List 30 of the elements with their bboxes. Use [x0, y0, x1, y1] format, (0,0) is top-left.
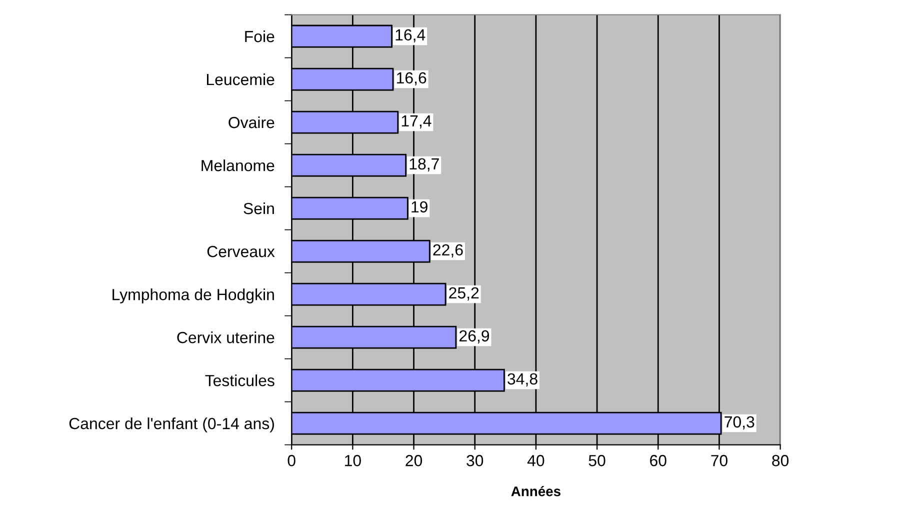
data-label: 17,4: [402, 115, 432, 128]
data-label: 22,6: [433, 244, 463, 258]
data-label: 18,7: [410, 158, 439, 172]
data-label: 25,2: [449, 287, 479, 300]
data-label: 16,6: [397, 72, 426, 86]
x-tick-label: 70: [711, 454, 728, 466]
x-tick-label: 40: [527, 454, 544, 466]
x-axis-title: Années: [511, 486, 560, 496]
data-label: 16,4: [396, 29, 426, 42]
y-tick-label: Melanome: [202, 159, 274, 172]
x-tick-label: 20: [406, 454, 422, 466]
data-label: 26,9: [460, 330, 490, 344]
y-tick-label: Lymphoma de Hodgkin: [112, 288, 274, 304]
y-tick-label: Leucemie: [206, 73, 274, 86]
x-tick-label: 10: [345, 454, 361, 466]
x-tick-label: 0: [288, 454, 296, 466]
y-tick-label: Testicules: [205, 374, 274, 386]
y-tick-label: Cerveaux: [207, 246, 275, 258]
y-tick-label: Sein: [244, 202, 274, 214]
y-tick-label: Cervix uterine: [177, 331, 274, 344]
data-label: 19: [412, 201, 428, 213]
y-tick-label: Ovaire: [228, 116, 274, 128]
y-tick-label: Cancer de l'enfant (0-14 ans): [69, 418, 274, 432]
x-tick-label: 50: [588, 454, 606, 466]
x-tick-label: 80: [772, 454, 789, 466]
x-tick-label: 30: [466, 454, 484, 466]
data-label: 70,3: [724, 416, 754, 430]
data-label: 34,8: [508, 373, 538, 386]
y-tick-label: Foie: [245, 30, 274, 42]
x-tick-label: 60: [650, 454, 666, 466]
